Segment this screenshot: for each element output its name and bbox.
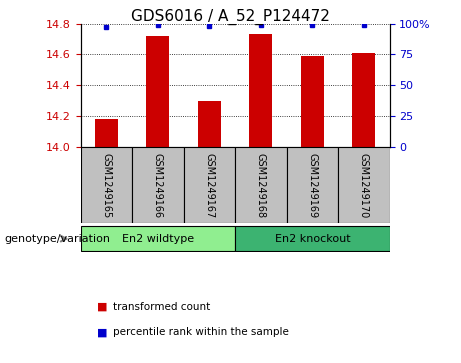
Bar — [338, 147, 390, 223]
Bar — [81, 227, 235, 251]
Text: GSM1249166: GSM1249166 — [153, 152, 163, 218]
Bar — [235, 227, 390, 251]
Bar — [301, 56, 324, 147]
Text: ■: ■ — [97, 302, 107, 312]
Bar — [146, 36, 170, 147]
Bar — [198, 101, 221, 147]
Text: genotype/variation: genotype/variation — [5, 234, 111, 244]
Text: GSM1249165: GSM1249165 — [101, 152, 112, 218]
Text: GSM1249169: GSM1249169 — [307, 152, 317, 218]
Bar — [95, 119, 118, 147]
Text: En2 knockout: En2 knockout — [274, 234, 350, 244]
Text: GDS6016 / A_52_P124472: GDS6016 / A_52_P124472 — [131, 9, 330, 25]
Text: En2 wildtype: En2 wildtype — [122, 234, 194, 244]
Bar — [81, 147, 132, 223]
Text: GSM1249170: GSM1249170 — [359, 152, 369, 218]
Text: percentile rank within the sample: percentile rank within the sample — [113, 327, 289, 337]
Bar — [287, 147, 338, 223]
Text: GSM1249167: GSM1249167 — [204, 152, 214, 218]
Bar — [132, 147, 183, 223]
Text: ■: ■ — [97, 327, 107, 337]
Bar — [235, 147, 287, 223]
Text: GSM1249168: GSM1249168 — [256, 152, 266, 218]
Bar — [183, 147, 235, 223]
Bar — [249, 34, 272, 147]
Text: transformed count: transformed count — [113, 302, 210, 312]
Bar — [352, 53, 375, 147]
